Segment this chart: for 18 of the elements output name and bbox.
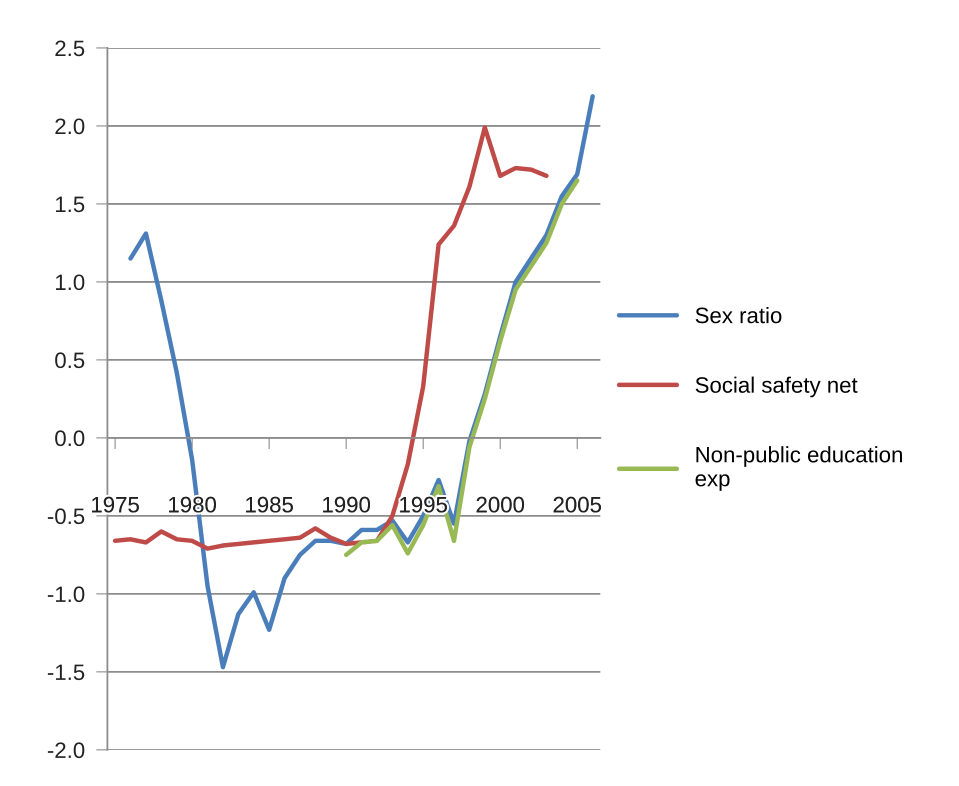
x-tick-label: 1975 [92,496,139,513]
legend-label: Social safety net [696,376,858,398]
y-tick-label: -1.0 [48,586,84,602]
y-tick-label: 2.5 [55,40,84,56]
y-tick-label: 1.5 [56,196,84,212]
legend-label: Sex ratio [696,306,782,324]
legend-label: Non-public education exp [696,446,902,491]
y-tick-label: -1.5 [48,664,84,680]
x-tick-label: 1990 [323,496,370,513]
y-tick-label: 0.0 [55,430,84,446]
x-tick-label: 1985 [246,496,293,513]
y-tick-label: 0.5 [55,352,84,368]
y-tick-label: 2.0 [55,118,84,134]
y-tick-label: -2.0 [48,742,84,758]
x-tick-label: 2000 [476,496,524,513]
y-tick-label: -0.5 [48,508,84,524]
y-tick-label: 1.0 [56,274,84,290]
x-tick-label: 2005 [554,496,602,513]
